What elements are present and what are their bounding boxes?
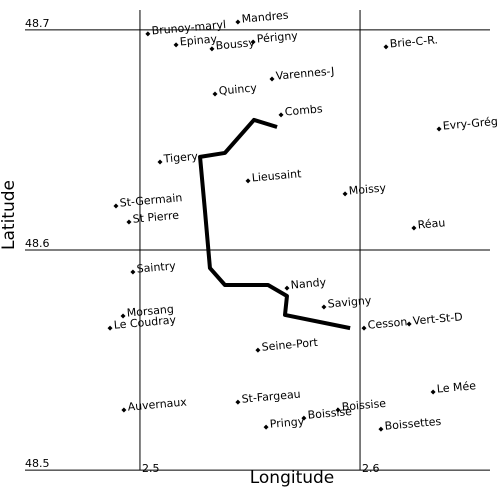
x-tick-label: 2.5 xyxy=(142,462,160,475)
town-marker xyxy=(411,225,417,231)
town-marker xyxy=(250,39,256,45)
town-label: Combs xyxy=(284,102,323,118)
town-label: Seine-Port xyxy=(261,336,319,354)
town-label: Réau xyxy=(417,216,446,231)
town-label: Brunoy-maryl xyxy=(151,18,226,37)
town-label: St-Germain xyxy=(119,191,183,209)
town-label: Varennes-J xyxy=(275,65,335,83)
town-marker xyxy=(173,42,179,48)
town-marker xyxy=(378,426,384,432)
town-marker xyxy=(235,399,241,405)
town-marker xyxy=(278,112,284,118)
town-marker xyxy=(212,91,218,97)
town-marker xyxy=(269,76,275,82)
town-marker xyxy=(263,424,269,430)
y-tick-label: 48.6 xyxy=(25,237,50,250)
town-label: Saintry xyxy=(136,259,177,275)
town-label: St Pierre xyxy=(132,209,180,226)
route-line xyxy=(198,117,351,331)
town-label: Morsang xyxy=(126,303,174,320)
town-label: Boussy xyxy=(215,36,256,52)
town-label: Moissy xyxy=(348,181,387,197)
town-label: Le Coudray xyxy=(113,313,177,331)
town-label: Vert-St-D xyxy=(412,310,463,327)
town-label: Epinay xyxy=(179,32,218,48)
town-marker xyxy=(145,31,151,37)
town-label: Cesson xyxy=(367,315,408,331)
town-marker xyxy=(107,325,113,331)
town-marker xyxy=(383,44,389,50)
town-marker xyxy=(301,415,307,421)
town-label: Boissise xyxy=(341,397,387,414)
town-marker xyxy=(130,269,136,275)
town-label: Savigny xyxy=(327,294,372,311)
town-label: Quincy xyxy=(218,81,258,97)
town-marker xyxy=(126,219,132,225)
town-marker xyxy=(121,407,127,413)
town-marker xyxy=(430,389,436,395)
town-label: Boissettes xyxy=(384,415,442,433)
town-marker xyxy=(321,304,327,310)
town-marker xyxy=(342,191,348,197)
y-tick-label: 48.7 xyxy=(25,17,50,30)
y-axis-label: Latitude xyxy=(0,180,19,250)
town-marker xyxy=(209,46,215,52)
town-marker xyxy=(406,321,412,327)
y-tick-label: 48.5 xyxy=(25,457,50,470)
town-marker xyxy=(436,126,442,132)
x-axis-label: Longitude xyxy=(250,468,335,488)
x-tick-label: 2.6 xyxy=(362,462,380,475)
town-marker xyxy=(361,325,367,331)
town-marker xyxy=(235,19,241,25)
town-label: Brie-C-R. xyxy=(389,33,438,50)
town-label: Lieusaint xyxy=(251,167,302,184)
town-label: St-Fargeau xyxy=(241,388,301,406)
town-marker xyxy=(255,347,261,353)
town-label: Pringy xyxy=(269,415,305,431)
town-label: Périgny xyxy=(256,29,299,46)
town-label: Auvernaux xyxy=(127,395,188,413)
town-label: Mandres xyxy=(241,9,289,26)
town-marker xyxy=(335,407,341,413)
town-label: Le Mée xyxy=(436,379,476,395)
town-marker xyxy=(284,285,290,291)
town-marker xyxy=(157,159,163,165)
town-label: Nandy xyxy=(290,276,327,292)
town-label: Boissise xyxy=(307,405,353,422)
town-marker xyxy=(120,313,126,319)
town-marker xyxy=(113,203,119,209)
town-marker xyxy=(245,178,251,184)
town-label: Tigery xyxy=(162,150,199,166)
town-label: Evry-Grég xyxy=(442,115,498,133)
